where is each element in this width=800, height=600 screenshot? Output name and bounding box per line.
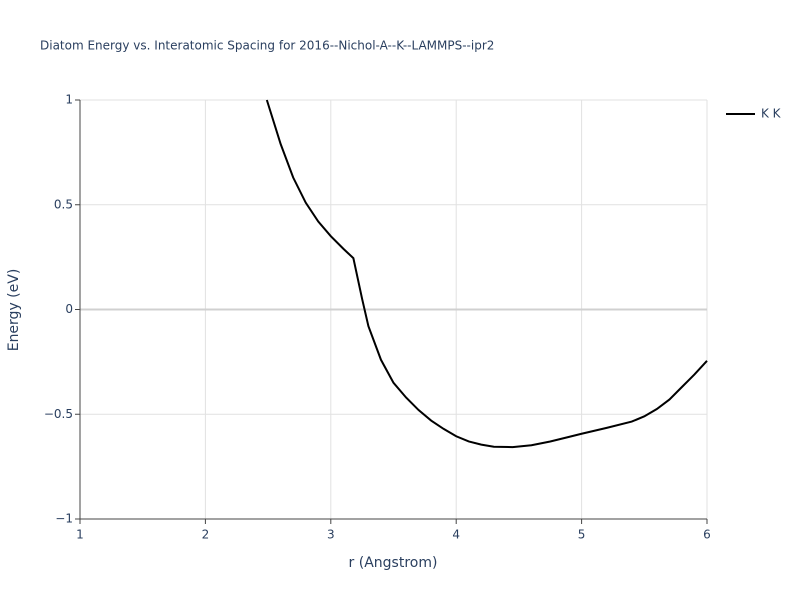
x-tick-label: 4 [452,528,460,542]
y-tick-label: 0.5 [54,197,73,211]
legend-label: K K [761,107,782,121]
line-series [265,99,708,449]
y-tick-label: 0 [65,302,73,316]
y-tick-label: −1 [55,512,73,526]
x-tick-label: 3 [327,528,335,542]
x-tick-label: 5 [578,528,586,542]
x-tick-label: 6 [703,528,711,542]
y-axis-label: Energy (eV) [6,269,22,352]
chart-title: Diatom Energy vs. Interatomic Spacing fo… [40,39,494,53]
x-tick-label: 2 [202,528,210,542]
y-tick-label: −0.5 [44,407,73,421]
x-axis-label: r (Angstrom) [349,555,438,571]
y-tick-label: 1 [65,93,73,107]
x-tick-label: 1 [76,528,84,542]
